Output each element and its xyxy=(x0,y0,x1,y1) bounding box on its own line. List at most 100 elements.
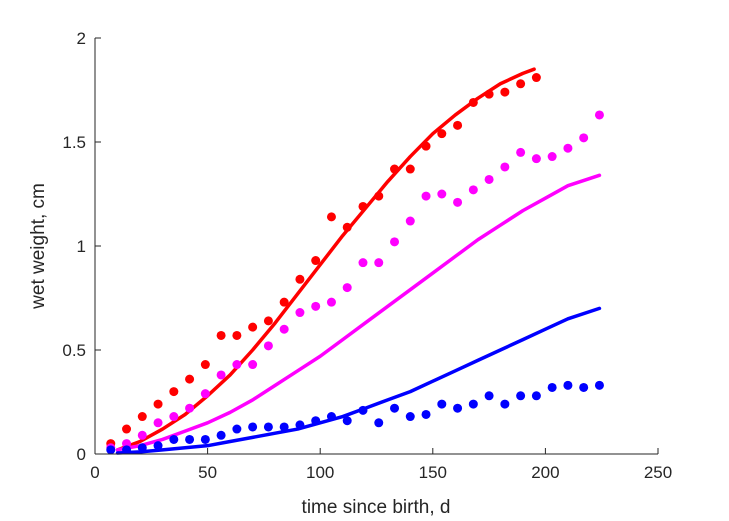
red-data-point xyxy=(279,297,289,307)
magenta-data-point xyxy=(311,301,321,311)
magenta-data-point xyxy=(153,418,163,428)
magenta-data-point xyxy=(295,308,305,318)
magenta-data-point xyxy=(185,403,195,413)
red-data-point xyxy=(405,164,415,174)
magenta-data-point xyxy=(563,143,573,153)
y-ticks: 0 0.5 1 1.5 2 xyxy=(62,29,101,464)
blue-data-point xyxy=(169,434,179,444)
red-data-point xyxy=(326,212,336,222)
blue-data-point xyxy=(579,382,589,392)
blue-data-point xyxy=(232,424,242,434)
red-data-point xyxy=(311,256,321,266)
y-axis-label: wet weight, cm xyxy=(28,183,49,310)
blue-data-point xyxy=(594,380,604,390)
blue-data-point xyxy=(405,412,415,422)
x-tick-label: 0 xyxy=(90,463,99,482)
magenta-data-point xyxy=(200,389,210,399)
red-data-point xyxy=(453,120,463,130)
blue-data-point xyxy=(106,445,116,455)
blue-data-point xyxy=(185,434,195,444)
blue-data-point xyxy=(279,422,289,432)
red-data-point xyxy=(216,330,226,340)
x-ticks: 0 50 100 150 200 250 xyxy=(90,448,672,482)
magenta-data-point xyxy=(547,152,557,162)
magenta-data-point xyxy=(342,283,352,293)
red-data-point xyxy=(263,316,273,326)
blue-data-point xyxy=(563,380,573,390)
magenta-data-point xyxy=(405,216,415,226)
blue-data-point xyxy=(200,434,210,444)
x-tick-label: 250 xyxy=(644,463,672,482)
red-data-point xyxy=(248,322,258,332)
magenta-data-point xyxy=(453,197,463,207)
magenta-data-points xyxy=(106,110,604,453)
magenta-data-point xyxy=(248,360,258,370)
blue-data-point xyxy=(216,430,226,440)
blue-data-point xyxy=(153,441,163,451)
x-tick-label: 100 xyxy=(306,463,334,482)
red-data-point xyxy=(169,387,179,397)
magenta-data-point xyxy=(137,430,147,440)
magenta-data-point xyxy=(326,297,336,307)
blue-data-point xyxy=(547,382,557,392)
magenta-data-point xyxy=(263,341,273,351)
magenta-data-point xyxy=(216,370,226,380)
blue-data-point xyxy=(421,409,431,419)
red-data-point xyxy=(232,330,242,340)
blue-fit-line-path xyxy=(115,306,602,455)
magenta-data-point xyxy=(374,258,384,268)
red-data-points xyxy=(106,73,541,449)
red-data-point xyxy=(531,73,541,83)
x-tick-label: 150 xyxy=(419,463,447,482)
y-tick-label: 0.5 xyxy=(62,341,86,360)
magenta-data-point xyxy=(468,185,478,195)
red-fit-line xyxy=(115,67,536,452)
magenta-data-point xyxy=(232,360,242,370)
blue-data-point xyxy=(453,403,463,413)
y-tick-label: 1 xyxy=(77,237,86,256)
magenta-data-point xyxy=(122,439,132,449)
blue-data-point xyxy=(374,418,384,428)
x-tick-label: 200 xyxy=(531,463,559,482)
blue-data-point xyxy=(516,391,526,401)
magenta-data-point xyxy=(358,258,368,268)
x-tick-label: 50 xyxy=(198,463,217,482)
blue-data-point xyxy=(500,399,510,409)
axes: 0 50 100 150 200 250 0 0.5 1 1.5 2 xyxy=(62,29,672,482)
red-data-point xyxy=(137,412,147,422)
blue-data-point xyxy=(484,391,494,401)
red-data-point xyxy=(122,424,132,434)
red-data-point xyxy=(185,374,195,384)
magenta-fit-line xyxy=(115,173,602,452)
blue-data-point xyxy=(437,399,447,409)
magenta-data-point xyxy=(390,237,400,247)
blue-data-point xyxy=(263,422,273,432)
blue-data-points xyxy=(106,380,604,455)
magenta-data-point xyxy=(516,147,526,157)
blue-data-point xyxy=(342,416,352,426)
series-layer xyxy=(106,67,604,455)
x-axis-label: time since birth, d xyxy=(302,497,451,518)
y-tick-label: 0 xyxy=(77,445,86,464)
magenta-data-point xyxy=(169,412,179,422)
magenta-data-point xyxy=(579,133,589,143)
blue-data-point xyxy=(468,399,478,409)
magenta-data-point xyxy=(484,174,494,184)
red-data-point xyxy=(295,274,305,284)
red-data-point xyxy=(153,399,163,409)
y-tick-label: 1.5 xyxy=(62,133,86,152)
red-data-point xyxy=(437,129,447,139)
red-data-point xyxy=(200,360,210,370)
magenta-data-point xyxy=(500,162,510,172)
blue-fit-line xyxy=(115,306,602,455)
magenta-data-point xyxy=(421,191,431,201)
magenta-fit-line-path xyxy=(115,173,602,452)
red-data-point xyxy=(516,79,526,89)
blue-data-point xyxy=(390,403,400,413)
magenta-data-point xyxy=(531,154,541,164)
blue-data-point xyxy=(248,422,258,432)
y-tick-label: 2 xyxy=(77,29,86,48)
blue-data-point xyxy=(531,391,541,401)
